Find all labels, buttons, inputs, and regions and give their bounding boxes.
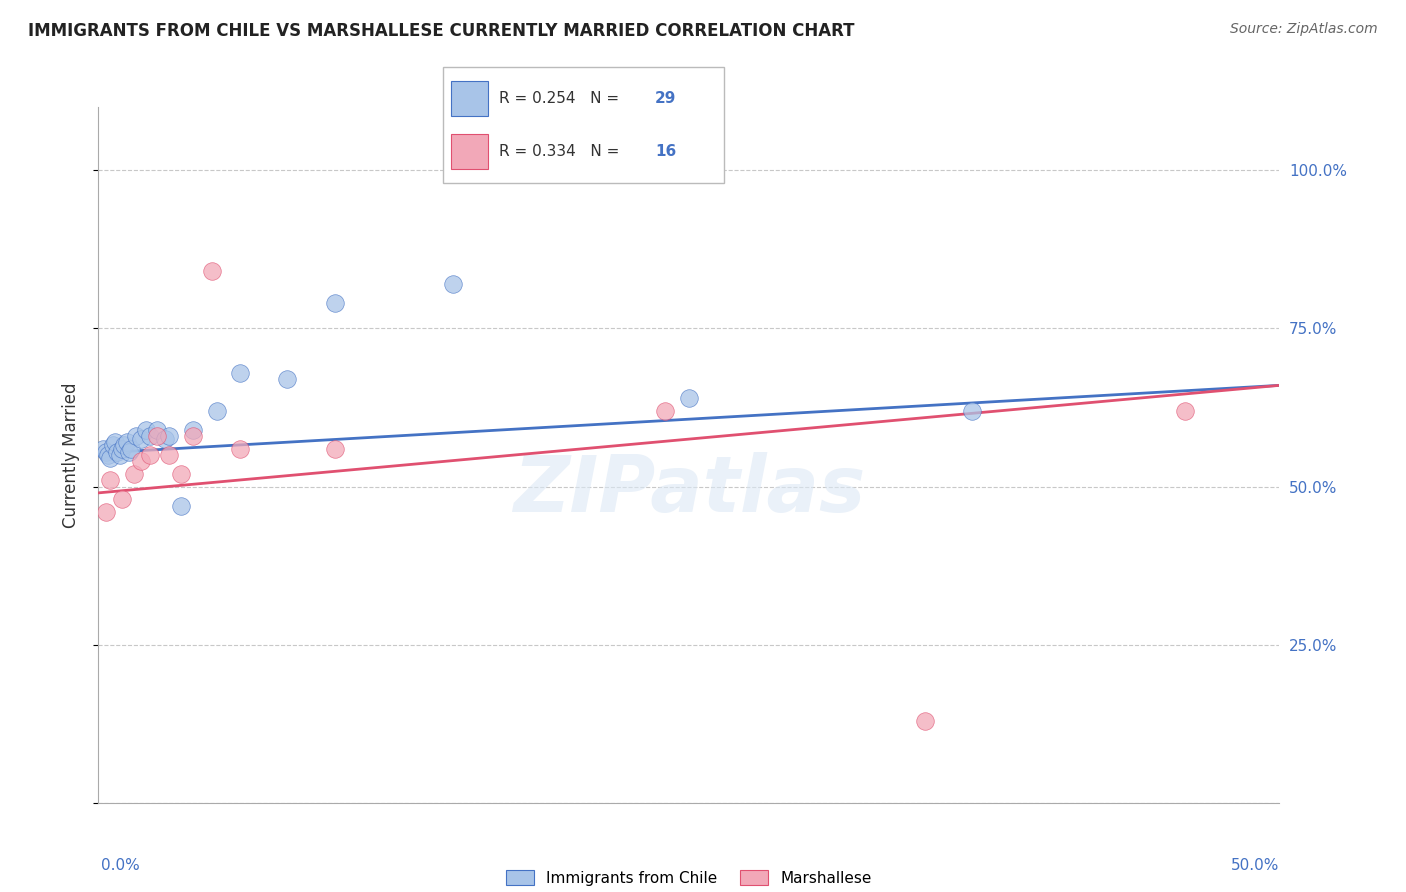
Point bbox=[323, 296, 346, 310]
Point bbox=[229, 442, 252, 456]
Point bbox=[129, 432, 152, 446]
Point bbox=[153, 432, 176, 446]
Point bbox=[135, 423, 157, 437]
Text: R = 0.334   N =: R = 0.334 N = bbox=[499, 144, 624, 159]
Point bbox=[94, 444, 117, 458]
Text: IMMIGRANTS FROM CHILE VS MARSHALLESE CURRENTLY MARRIED CORRELATION CHART: IMMIGRANTS FROM CHILE VS MARSHALLESE CUR… bbox=[28, 22, 855, 40]
Text: 29: 29 bbox=[655, 91, 676, 106]
Point bbox=[125, 429, 148, 443]
Point bbox=[98, 473, 121, 487]
Point bbox=[201, 264, 224, 278]
Point bbox=[91, 442, 114, 456]
Point bbox=[170, 499, 193, 513]
Point bbox=[104, 435, 127, 450]
Point bbox=[962, 403, 984, 417]
Text: 16: 16 bbox=[655, 144, 676, 159]
Point bbox=[914, 714, 936, 728]
FancyBboxPatch shape bbox=[451, 81, 488, 116]
Point bbox=[122, 467, 145, 481]
Point bbox=[139, 448, 162, 462]
Point bbox=[205, 403, 228, 417]
Point bbox=[146, 429, 169, 443]
Point bbox=[146, 423, 169, 437]
Point bbox=[112, 438, 135, 452]
Point bbox=[139, 429, 162, 443]
Point bbox=[105, 444, 128, 458]
Point bbox=[654, 403, 676, 417]
Legend: Immigrants from Chile, Marshallese: Immigrants from Chile, Marshallese bbox=[506, 870, 872, 886]
Point bbox=[121, 442, 143, 456]
Point bbox=[108, 448, 131, 462]
Text: R = 0.254   N =: R = 0.254 N = bbox=[499, 91, 624, 106]
Point bbox=[229, 366, 252, 380]
Point bbox=[157, 448, 180, 462]
Point bbox=[441, 277, 464, 292]
Point bbox=[170, 467, 193, 481]
Point bbox=[1174, 403, 1197, 417]
Point bbox=[129, 454, 152, 468]
Point bbox=[118, 444, 141, 458]
Point bbox=[98, 451, 121, 466]
Text: 50.0%: 50.0% bbox=[1232, 858, 1279, 872]
Text: ZIPatlas: ZIPatlas bbox=[513, 451, 865, 528]
Point bbox=[157, 429, 180, 443]
Point bbox=[94, 505, 117, 519]
Text: 0.0%: 0.0% bbox=[101, 858, 141, 872]
Point bbox=[323, 442, 346, 456]
FancyBboxPatch shape bbox=[451, 134, 488, 169]
Point bbox=[97, 448, 120, 462]
Point bbox=[678, 391, 700, 405]
Y-axis label: Currently Married: Currently Married bbox=[62, 382, 80, 528]
FancyBboxPatch shape bbox=[443, 67, 724, 183]
Point bbox=[111, 492, 134, 507]
Point bbox=[101, 438, 124, 452]
Point bbox=[181, 429, 204, 443]
Point bbox=[181, 423, 204, 437]
Point bbox=[276, 372, 298, 386]
Text: Source: ZipAtlas.com: Source: ZipAtlas.com bbox=[1230, 22, 1378, 37]
Point bbox=[111, 442, 134, 456]
Point bbox=[115, 435, 138, 450]
